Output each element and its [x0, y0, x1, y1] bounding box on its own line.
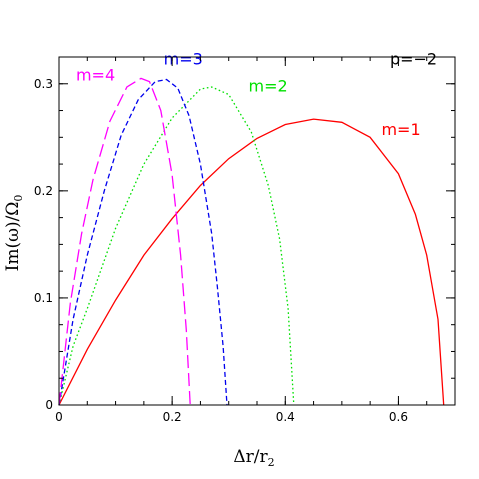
y-axis-title: Im(ω)/Ω0	[3, 195, 25, 272]
plot-area: m=1 m=2 m=3 m=4 p=−2	[58, 49, 445, 406]
parameter-annotation: p=−2	[390, 49, 437, 68]
x-axis-title-main: Δr/r	[233, 447, 268, 467]
series-line-m-1	[58, 118, 445, 406]
x-axis-title-subscript: 2	[268, 456, 275, 469]
y-axis-title-subscript: 0	[12, 195, 25, 202]
series-label-m-4: m=4	[76, 66, 115, 85]
series-label-m-2: m=2	[249, 76, 288, 95]
series-label-m-3: m=3	[164, 49, 203, 68]
series-label-m-1: m=1	[381, 120, 420, 139]
x-axis-title: Δr/r2	[233, 447, 274, 469]
x-tick-label: 0.2	[163, 410, 182, 424]
series-line-m-4	[58, 77, 191, 406]
series-line-m-2	[58, 86, 295, 406]
y-tick-label: 0.2	[34, 184, 53, 198]
y-tick-label: 0.1	[34, 291, 53, 305]
x-tick-label: 0.4	[276, 410, 295, 424]
x-tick-label: 0.6	[389, 410, 408, 424]
y-tick-label: 0	[45, 398, 53, 412]
y-axis-title-main: Im(ω)/Ω	[3, 202, 23, 272]
x-tick-label: 0	[55, 410, 63, 424]
y-tick-label: 0.3	[34, 77, 53, 91]
series-line-m-3	[58, 78, 228, 406]
axes: 0 0.2 0.4 0.6 0 0.1 0.2 0.3	[34, 56, 456, 424]
